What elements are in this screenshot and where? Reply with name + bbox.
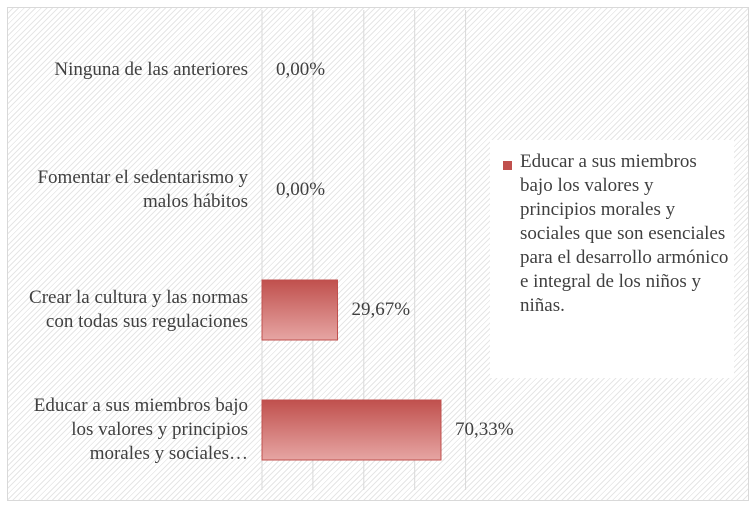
data-label: 29,67%: [351, 299, 411, 320]
data-label: 0,00%: [276, 179, 326, 200]
data-label: 0,00%: [276, 59, 326, 80]
bar: [261, 399, 442, 461]
y-tick-label: Crear la cultura y las normas con todas …: [29, 287, 248, 332]
data-label: 70,33%: [454, 419, 514, 440]
legend-marker: [503, 161, 512, 170]
bar: [261, 279, 339, 341]
legend-label: Educar a sus miembros bajo los valores y…: [520, 151, 729, 316]
y-tick-label: Fomentar el sedentarismo y malos hábitos: [37, 167, 248, 212]
legend: Educar a sus miembros bajo los valores y…: [490, 140, 734, 378]
y-tick-label: Educar a sus miembros bajo los valores y…: [33, 395, 248, 464]
y-tick-label: Ninguna de las anteriores: [54, 59, 248, 80]
